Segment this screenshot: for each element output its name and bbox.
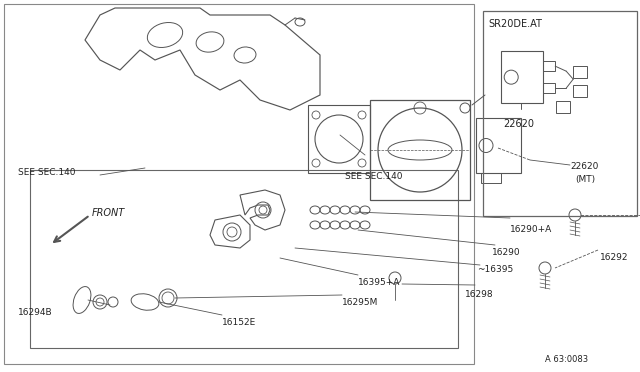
Bar	[501, 51, 543, 103]
Text: 16290+A: 16290+A	[510, 225, 552, 234]
Text: 16298: 16298	[465, 290, 493, 299]
Bar	[556, 101, 570, 113]
Text: 16152E: 16152E	[222, 318, 256, 327]
Text: SEE SEC.140: SEE SEC.140	[345, 172, 403, 181]
Bar	[573, 66, 588, 78]
Text: 22620: 22620	[503, 119, 534, 129]
Bar	[370, 100, 470, 200]
Text: 16294B: 16294B	[18, 308, 52, 317]
Text: FRONT: FRONT	[92, 208, 125, 218]
Text: ~16395: ~16395	[477, 265, 513, 274]
Text: 16290: 16290	[492, 248, 520, 257]
Bar	[308, 105, 370, 173]
Bar	[543, 61, 556, 71]
Bar	[4, 4, 474, 364]
Bar	[476, 118, 521, 173]
Bar	[483, 11, 637, 216]
Text: SR20DE.AT: SR20DE.AT	[488, 19, 542, 29]
Bar	[481, 173, 501, 183]
Text: 16395+A: 16395+A	[358, 278, 401, 287]
Bar	[543, 83, 556, 93]
Text: 22620: 22620	[570, 162, 598, 171]
Text: A 63:0083: A 63:0083	[545, 355, 588, 364]
Bar	[573, 85, 588, 97]
Text: (MT): (MT)	[575, 175, 595, 184]
Text: 16295M: 16295M	[342, 298, 378, 307]
Text: SEE SEC.140: SEE SEC.140	[18, 168, 76, 177]
Text: 16292: 16292	[600, 253, 628, 262]
